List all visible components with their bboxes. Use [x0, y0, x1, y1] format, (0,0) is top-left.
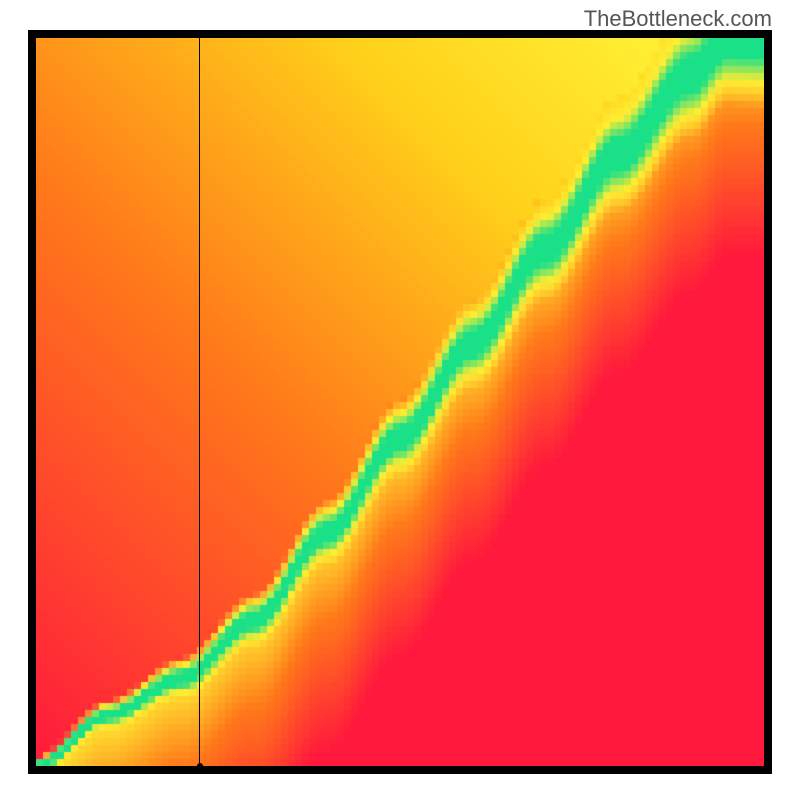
heatmap-canvas — [36, 38, 764, 766]
root: TheBottleneck.com — [0, 0, 800, 800]
watermark-text: TheBottleneck.com — [584, 6, 772, 32]
plot-area — [36, 38, 764, 766]
marker-dot — [197, 763, 203, 769]
plot-frame — [28, 30, 772, 774]
marker-vertical-line — [199, 38, 200, 766]
